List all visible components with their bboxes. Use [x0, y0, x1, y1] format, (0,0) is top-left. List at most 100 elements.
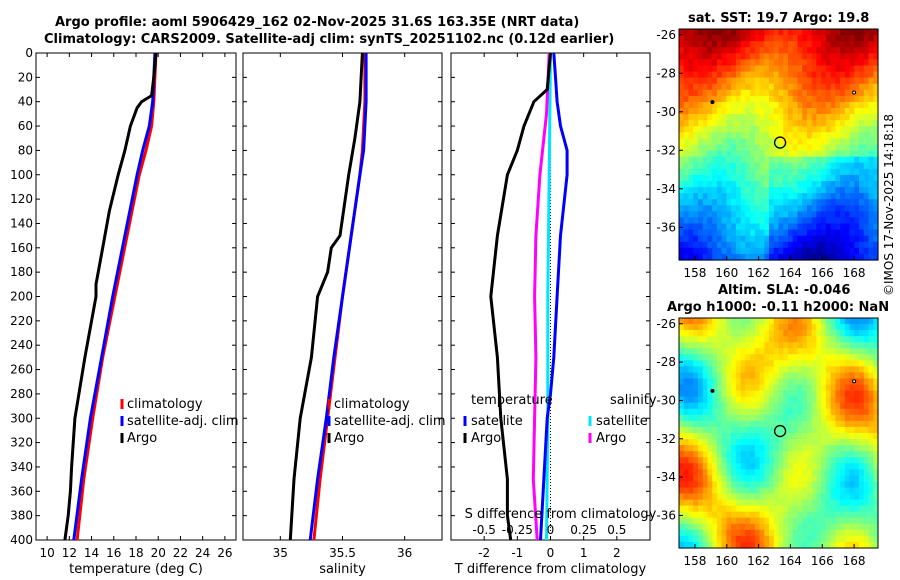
- map-cell: [769, 35, 775, 42]
- map-cell: [797, 511, 803, 519]
- map-cell: [797, 211, 803, 219]
- map-y-tick-label: -26: [656, 317, 676, 331]
- map-cell: [849, 126, 855, 133]
- map-cell: [769, 324, 775, 331]
- map-cell: [688, 426, 694, 434]
- map-cell: [802, 205, 808, 212]
- map-cell: [773, 493, 780, 501]
- map-cell: [759, 541, 765, 549]
- map-cell: [735, 390, 742, 398]
- map-cell: [783, 330, 789, 337]
- map-cell: [778, 324, 784, 331]
- map-cell: [683, 217, 689, 225]
- map-cell: [802, 366, 808, 374]
- map-cell: [778, 65, 784, 73]
- map-cell: [806, 223, 813, 231]
- map-cell: [707, 420, 713, 428]
- map-cell: [816, 65, 822, 73]
- map-cell: [688, 378, 694, 386]
- map-cell: [806, 126, 813, 133]
- map-cell: [825, 144, 832, 152]
- map-cell: [868, 366, 874, 374]
- island-marker: [710, 100, 715, 105]
- map-cell: [693, 29, 699, 36]
- map-cell: [830, 114, 836, 121]
- map-cell: [773, 241, 780, 249]
- map-cell: [778, 535, 784, 543]
- map-cell: [783, 29, 789, 36]
- map-cell: [773, 205, 780, 212]
- map-cell: [825, 253, 832, 261]
- map-cell: [840, 126, 846, 133]
- map-cell: [726, 156, 732, 164]
- map-cell: [754, 354, 761, 361]
- map-cell: [783, 529, 789, 537]
- map-cell: [868, 426, 874, 434]
- map-cell: [726, 384, 732, 392]
- map-cell: [863, 168, 870, 176]
- map-cell: [707, 223, 713, 231]
- map-cell: [863, 535, 870, 543]
- map-cell: [783, 101, 789, 109]
- map-cell: [821, 95, 827, 103]
- map-cell: [821, 65, 827, 73]
- map-cell: [707, 445, 713, 452]
- map-cell: [773, 348, 780, 355]
- map-cell: [835, 324, 841, 331]
- map-cell: [735, 420, 742, 428]
- map-cell: [773, 126, 780, 133]
- map-cell: [863, 439, 870, 446]
- map-cell: [868, 205, 874, 212]
- map-cell: [783, 114, 789, 121]
- map-cell: [816, 35, 822, 42]
- map-cell: [764, 439, 770, 446]
- map-cell: [835, 499, 841, 507]
- map-cell: [773, 89, 780, 97]
- map-cell: [740, 426, 746, 434]
- map-cell: [745, 481, 751, 489]
- map-y-tick-label: -32: [656, 432, 676, 446]
- map-x-tick-label: 160: [715, 554, 738, 568]
- map-cell: [844, 150, 851, 158]
- map-cell: [802, 372, 808, 380]
- map-cell: [821, 138, 827, 146]
- map-cell: [769, 168, 775, 176]
- map-cell: [797, 414, 803, 422]
- map-cell: [849, 505, 855, 513]
- map-cell: [816, 414, 822, 422]
- map-cell: [792, 199, 798, 206]
- map-cell: [783, 487, 789, 495]
- map-cell: [745, 439, 751, 446]
- map-cell: [712, 463, 718, 470]
- map-cell: [873, 211, 879, 219]
- map-cell: [740, 132, 746, 139]
- map-cell: [816, 354, 822, 361]
- map-cell: [754, 420, 761, 428]
- map-cell: [716, 378, 723, 386]
- map-cell: [683, 235, 689, 243]
- map-cell: [821, 499, 827, 507]
- map-y-tick-label: -30: [656, 105, 676, 119]
- map-cell: [688, 535, 694, 543]
- map-cell: [783, 41, 789, 48]
- map-cell: [825, 529, 832, 537]
- map-cell: [754, 95, 761, 103]
- map-cell: [873, 193, 879, 200]
- map-cell: [750, 517, 756, 525]
- map-cell: [825, 505, 832, 513]
- map-cell: [707, 517, 713, 525]
- map-cell: [750, 463, 756, 470]
- map-cell: [811, 168, 817, 176]
- x-axis-label: T difference from climatology: [454, 562, 647, 577]
- map-cell: [735, 523, 742, 531]
- y-tick-label: 400: [10, 533, 33, 547]
- map-cell: [679, 132, 685, 139]
- map-cell: [773, 59, 780, 67]
- map-cell: [863, 378, 870, 386]
- map-cell: [726, 469, 732, 476]
- map-cell: [716, 348, 723, 355]
- map-cell: [721, 451, 727, 458]
- map-cell: [731, 408, 737, 416]
- map-cell: [840, 463, 846, 470]
- map-cell: [764, 445, 770, 452]
